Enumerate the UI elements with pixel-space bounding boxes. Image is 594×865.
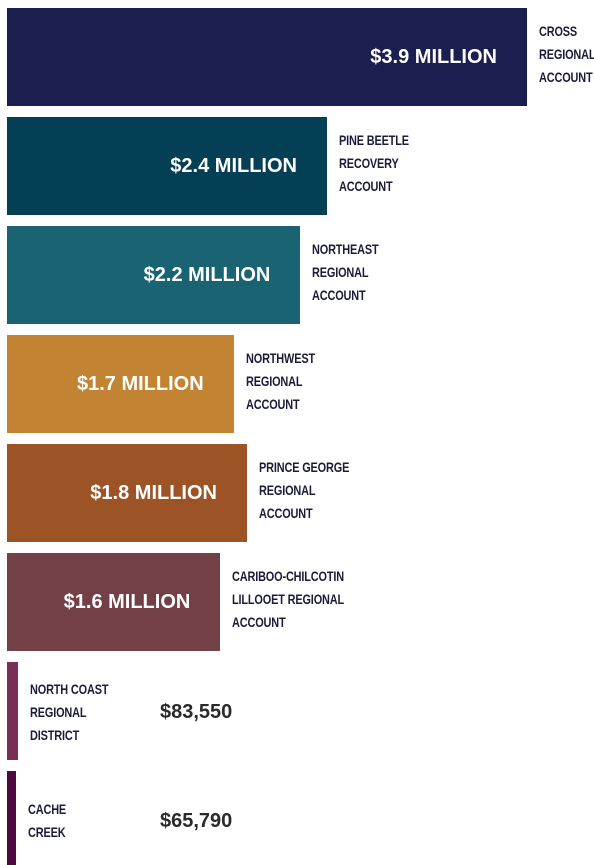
bar (7, 335, 234, 433)
category-label: CROSS REGIONAL ACCOUNT (539, 23, 594, 85)
value-label: $1.8 MILLION (90, 482, 217, 504)
category-label: NORTHEAST REGIONAL ACCOUNT (312, 241, 379, 303)
value-label: $3.9 MILLION (370, 46, 497, 68)
bar (7, 117, 327, 215)
bar (7, 226, 301, 324)
value-label: $2.4 MILLION (170, 155, 297, 177)
category-label: CACHE CREEK (27, 801, 66, 840)
bar (7, 662, 19, 760)
value-label: $1.6 MILLION (63, 591, 191, 613)
bar (7, 771, 16, 865)
value-label: $83,550 (160, 701, 233, 723)
category-label: PRINCE GEORGE REGIONAL ACCOUNT (259, 459, 350, 521)
category-label: PINE BEETLE RECOVERY ACCOUNT (339, 132, 409, 194)
bar (7, 8, 527, 106)
bar (7, 444, 247, 542)
value-label: $65,790 (160, 810, 233, 832)
category-label: NORTH COAST REGIONAL DISTRICT (30, 680, 109, 743)
value-label: $2.2 MILLION (143, 264, 271, 286)
category-label: CARIBOO-CHILCOTIN LILLOOET REGIONAL ACCO… (232, 568, 345, 630)
bar (7, 553, 221, 651)
category-label: NORTHWEST REGIONAL ACCOUNT (245, 350, 315, 412)
value-label: $1.7 MILLION (76, 373, 204, 395)
